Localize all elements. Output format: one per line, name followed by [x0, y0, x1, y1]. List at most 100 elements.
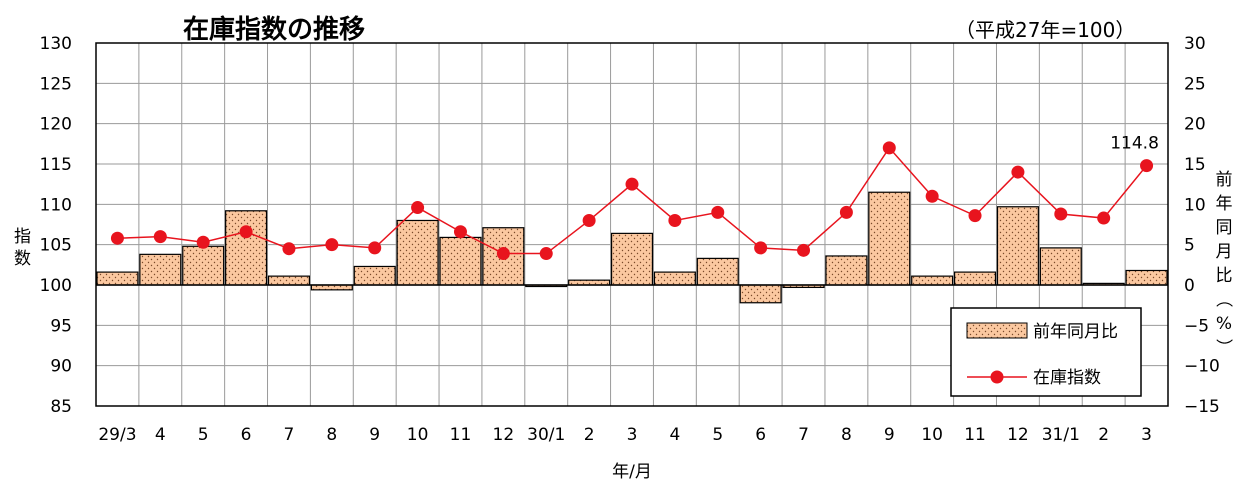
y2-axis-label-char: （ [1213, 291, 1233, 308]
bar [696, 257, 739, 286]
y2-tick-label: −5 [1184, 316, 1209, 336]
y2-axis-label-char: 月 [1216, 242, 1233, 262]
x-axis-label: 年/月 [612, 462, 652, 482]
line-point [882, 141, 896, 155]
y2-tick-label: 20 [1184, 115, 1206, 135]
line-point [1097, 211, 1111, 225]
bar [953, 271, 997, 286]
bar [868, 191, 911, 286]
y2-tick-label: 5 [1184, 236, 1195, 256]
x-tick-label: 6 [755, 425, 766, 445]
x-axis: 29/3 4 5 6 7 8 9 10 11 12 30/1 2 3 4 5 6 7 8 9 10 11 12 31/1 2 3 [98, 425, 1152, 445]
x-tick-label: 30/1 [527, 425, 565, 445]
x-tick-label: 7 [798, 425, 809, 445]
line-point [239, 225, 253, 239]
line-point [968, 209, 982, 223]
bar [439, 236, 482, 286]
x-tick-label: 29/3 [98, 425, 136, 445]
y-tick-label: 125 [40, 74, 72, 94]
legend-line-label: 在庫指数 [1033, 368, 1101, 388]
line-point [282, 242, 296, 256]
x-tick-label: 12 [1007, 425, 1029, 445]
line-point [1054, 207, 1068, 221]
line-point [754, 241, 768, 255]
line-point [711, 205, 725, 219]
line-point [839, 205, 853, 219]
line-point [625, 177, 639, 191]
bar [610, 232, 654, 286]
bar [225, 210, 268, 286]
x-tick-label: 6 [241, 425, 252, 445]
y2-axis-label-char: 年 [1216, 194, 1233, 214]
legend-line-marker [990, 370, 1004, 384]
bar [1125, 269, 1168, 286]
line-point [539, 247, 553, 261]
bar [911, 275, 954, 286]
x-tick-label: 4 [669, 425, 680, 445]
data-label: 114.8 [1110, 134, 1159, 154]
x-tick-label: 9 [884, 425, 895, 445]
line-point [368, 241, 382, 255]
y-axis-label-char: 指 [14, 227, 31, 247]
line-point [153, 230, 167, 244]
y2-axis-label-char: 同 [1216, 218, 1233, 238]
x-tick-label: 7 [284, 425, 295, 445]
bar [396, 219, 439, 286]
x-tick-label: 8 [326, 425, 337, 445]
x-tick-label: 10 [921, 425, 943, 445]
line-point [196, 235, 210, 249]
line-point [925, 189, 939, 203]
left-axis: 85 90 95 100 105 110 115 120 125 130 [40, 34, 72, 417]
y2-tick-label: 0 [1184, 276, 1195, 296]
y-tick-label: 115 [40, 155, 72, 175]
y-tick-label: 95 [50, 316, 72, 336]
y2-tick-label: 30 [1184, 34, 1206, 54]
line-point [1011, 165, 1025, 179]
x-tick-label: 5 [198, 425, 209, 445]
y-axis-label-char: 数 [14, 249, 31, 269]
bar [267, 275, 310, 286]
y2-axis-label: 前年同月比 （% ） [1213, 170, 1233, 356]
legend-bar-swatch [966, 322, 1028, 339]
y2-axis-label-char: 比 [1216, 266, 1233, 286]
line-point [325, 238, 339, 252]
x-tick-label: 31/1 [1042, 425, 1080, 445]
y2-tick-label: −10 [1184, 357, 1220, 377]
bar-series [96, 191, 1168, 304]
legend-bar-label: 前年同月比 [1033, 322, 1118, 342]
x-tick-label: 2 [1098, 425, 1109, 445]
x-tick-label: 12 [493, 425, 515, 445]
line-point [797, 243, 811, 257]
bar [739, 284, 782, 304]
line-point [668, 213, 682, 227]
bar [182, 245, 225, 286]
x-tick-label: 5 [712, 425, 723, 445]
line-point [453, 225, 467, 239]
grid [96, 42, 1168, 407]
legend: 前年同月比 在庫指数 [950, 307, 1142, 397]
y-tick-label: 110 [40, 195, 72, 215]
chart-title: 在庫指数の推移 [183, 15, 365, 45]
x-tick-label: 11 [450, 425, 472, 445]
y2-tick-label: 15 [1184, 155, 1206, 175]
bar [96, 271, 139, 286]
line-series: 114.8 [110, 134, 1159, 261]
bar [825, 255, 868, 286]
x-tick-label: 3 [627, 425, 638, 445]
line-point [411, 201, 425, 215]
bar [139, 253, 182, 286]
line-point [110, 231, 124, 245]
x-tick-label: 2 [584, 425, 595, 445]
y-tick-label: 105 [40, 236, 72, 256]
y-tick-label: 120 [40, 115, 72, 135]
y2-tick-label: 10 [1184, 195, 1206, 215]
chart-subtitle: （平成27年=100） [955, 18, 1135, 42]
x-tick-label: 10 [407, 425, 429, 445]
bar [996, 206, 1039, 286]
y2-axis-label-char: 前 [1216, 170, 1233, 190]
line-point [582, 213, 596, 227]
x-tick-label: 11 [964, 425, 986, 445]
y2-tick-label: 25 [1184, 74, 1206, 94]
y-tick-label: 90 [50, 357, 72, 377]
